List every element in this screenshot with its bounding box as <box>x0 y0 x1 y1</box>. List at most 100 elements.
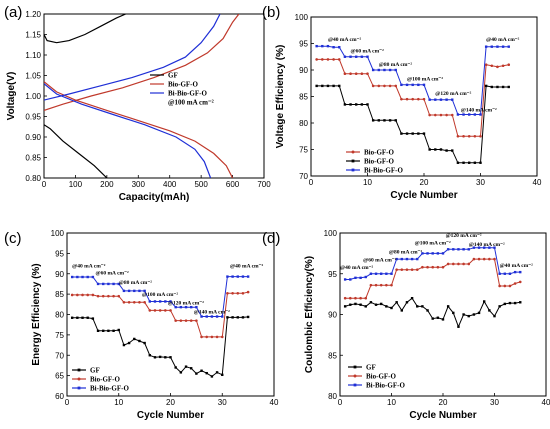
data-point <box>483 300 486 303</box>
data-point <box>369 301 373 304</box>
data-point <box>226 316 229 319</box>
data-point <box>456 134 460 138</box>
data-point <box>321 58 324 61</box>
data-point <box>107 282 110 286</box>
data-point <box>490 85 493 89</box>
data-point <box>428 113 431 117</box>
data-point <box>422 83 426 87</box>
data-point <box>496 65 499 69</box>
data-point <box>343 72 347 76</box>
data-point <box>428 98 431 101</box>
data-point <box>395 268 398 271</box>
data-point <box>332 84 335 88</box>
data-point <box>426 309 429 312</box>
data-point <box>107 294 110 298</box>
y-axis-title: Coulombic Efficiency(%) <box>304 256 315 373</box>
data-point <box>246 315 250 319</box>
x-tick-label: 100 <box>69 180 83 189</box>
y-tick-label: 1.20 <box>25 10 41 19</box>
x-tick-label: 10 <box>114 398 123 407</box>
x-tick-label: 300 <box>132 180 146 189</box>
plot-frame <box>43 13 265 179</box>
rate-annotation: @80 mA cm⁻² <box>379 62 413 68</box>
data-point <box>416 257 419 261</box>
y-tick-label: 60 <box>55 392 64 401</box>
data-point <box>383 119 386 122</box>
data-point <box>431 252 434 255</box>
data-point <box>468 113 471 116</box>
legend-label: GF <box>366 364 376 372</box>
data-point <box>446 305 450 308</box>
data-point <box>395 257 398 261</box>
data-point <box>112 294 115 298</box>
rate-annotation: @40 mA cm⁻² <box>340 265 374 271</box>
rate-annotation: @120 mA cm⁻² <box>168 300 204 306</box>
legend-label: GF <box>90 367 100 375</box>
x-tick-label: 200 <box>100 180 114 189</box>
data-point <box>200 369 203 372</box>
data-point <box>158 300 162 303</box>
rate-annotation: @100 mA cm⁻² <box>415 240 451 246</box>
data-point <box>133 337 136 341</box>
x-axis-title: Cycle Number <box>409 410 476 421</box>
data-point <box>231 275 234 278</box>
data-point <box>394 119 397 122</box>
data-point <box>482 257 486 261</box>
data-point <box>405 301 409 304</box>
data-point <box>383 68 386 72</box>
legend-marker <box>351 168 355 172</box>
plot-area <box>315 44 511 164</box>
chart-panel-3: (c) 0 10 20 30 40 60 65 70 75 80 85 90 95 100 Cycle Num… <box>4 229 279 421</box>
plot-area <box>70 275 250 378</box>
data-point <box>349 296 352 300</box>
data-point <box>153 309 157 312</box>
data-point <box>354 302 357 306</box>
data-point <box>421 265 424 269</box>
data-point <box>513 282 517 285</box>
data-point <box>221 373 224 377</box>
data-point <box>462 248 465 251</box>
data-point <box>498 284 501 288</box>
data-point <box>457 248 460 251</box>
data-point <box>326 58 330 61</box>
rate-annotation: @100 mA cm⁻² <box>407 77 443 83</box>
y-tick-label: 80 <box>299 119 308 128</box>
rate-annotation: @140 mA cm⁻² <box>461 107 497 113</box>
data-point <box>355 55 358 58</box>
data-point <box>190 367 193 370</box>
data-point <box>349 72 352 76</box>
data-point <box>434 98 437 101</box>
data-point <box>364 275 367 279</box>
data-point <box>445 149 448 152</box>
data-point <box>122 289 126 293</box>
data-point <box>138 289 141 293</box>
x-axis-title: Capacity(mAh) <box>119 192 190 203</box>
data-point <box>359 296 362 300</box>
x-tick-label: 10 <box>387 398 396 407</box>
data-point <box>388 84 392 88</box>
data-point <box>158 355 162 359</box>
x-tick-label: 10 <box>363 178 372 187</box>
data-point <box>400 309 403 312</box>
rate-annotation: @120 mA cm⁻² <box>446 233 482 239</box>
data-point <box>91 317 95 320</box>
data-point <box>210 335 214 339</box>
x-tick-label: 40 <box>270 398 279 407</box>
data-point <box>513 270 517 274</box>
y-axis-title: Voltage(V) <box>6 72 17 121</box>
data-point <box>220 335 224 339</box>
x-tick-label: 30 <box>218 398 227 407</box>
data-point <box>153 300 157 303</box>
x-tick-label: 400 <box>163 180 177 189</box>
data-point <box>405 257 409 261</box>
data-point <box>451 98 454 101</box>
data-point <box>508 272 512 275</box>
data-point <box>462 134 465 138</box>
data-point <box>503 284 507 288</box>
data-point <box>457 262 460 266</box>
plot-area <box>44 14 240 178</box>
data-point <box>241 316 245 319</box>
panel-label: (d) <box>262 230 280 247</box>
